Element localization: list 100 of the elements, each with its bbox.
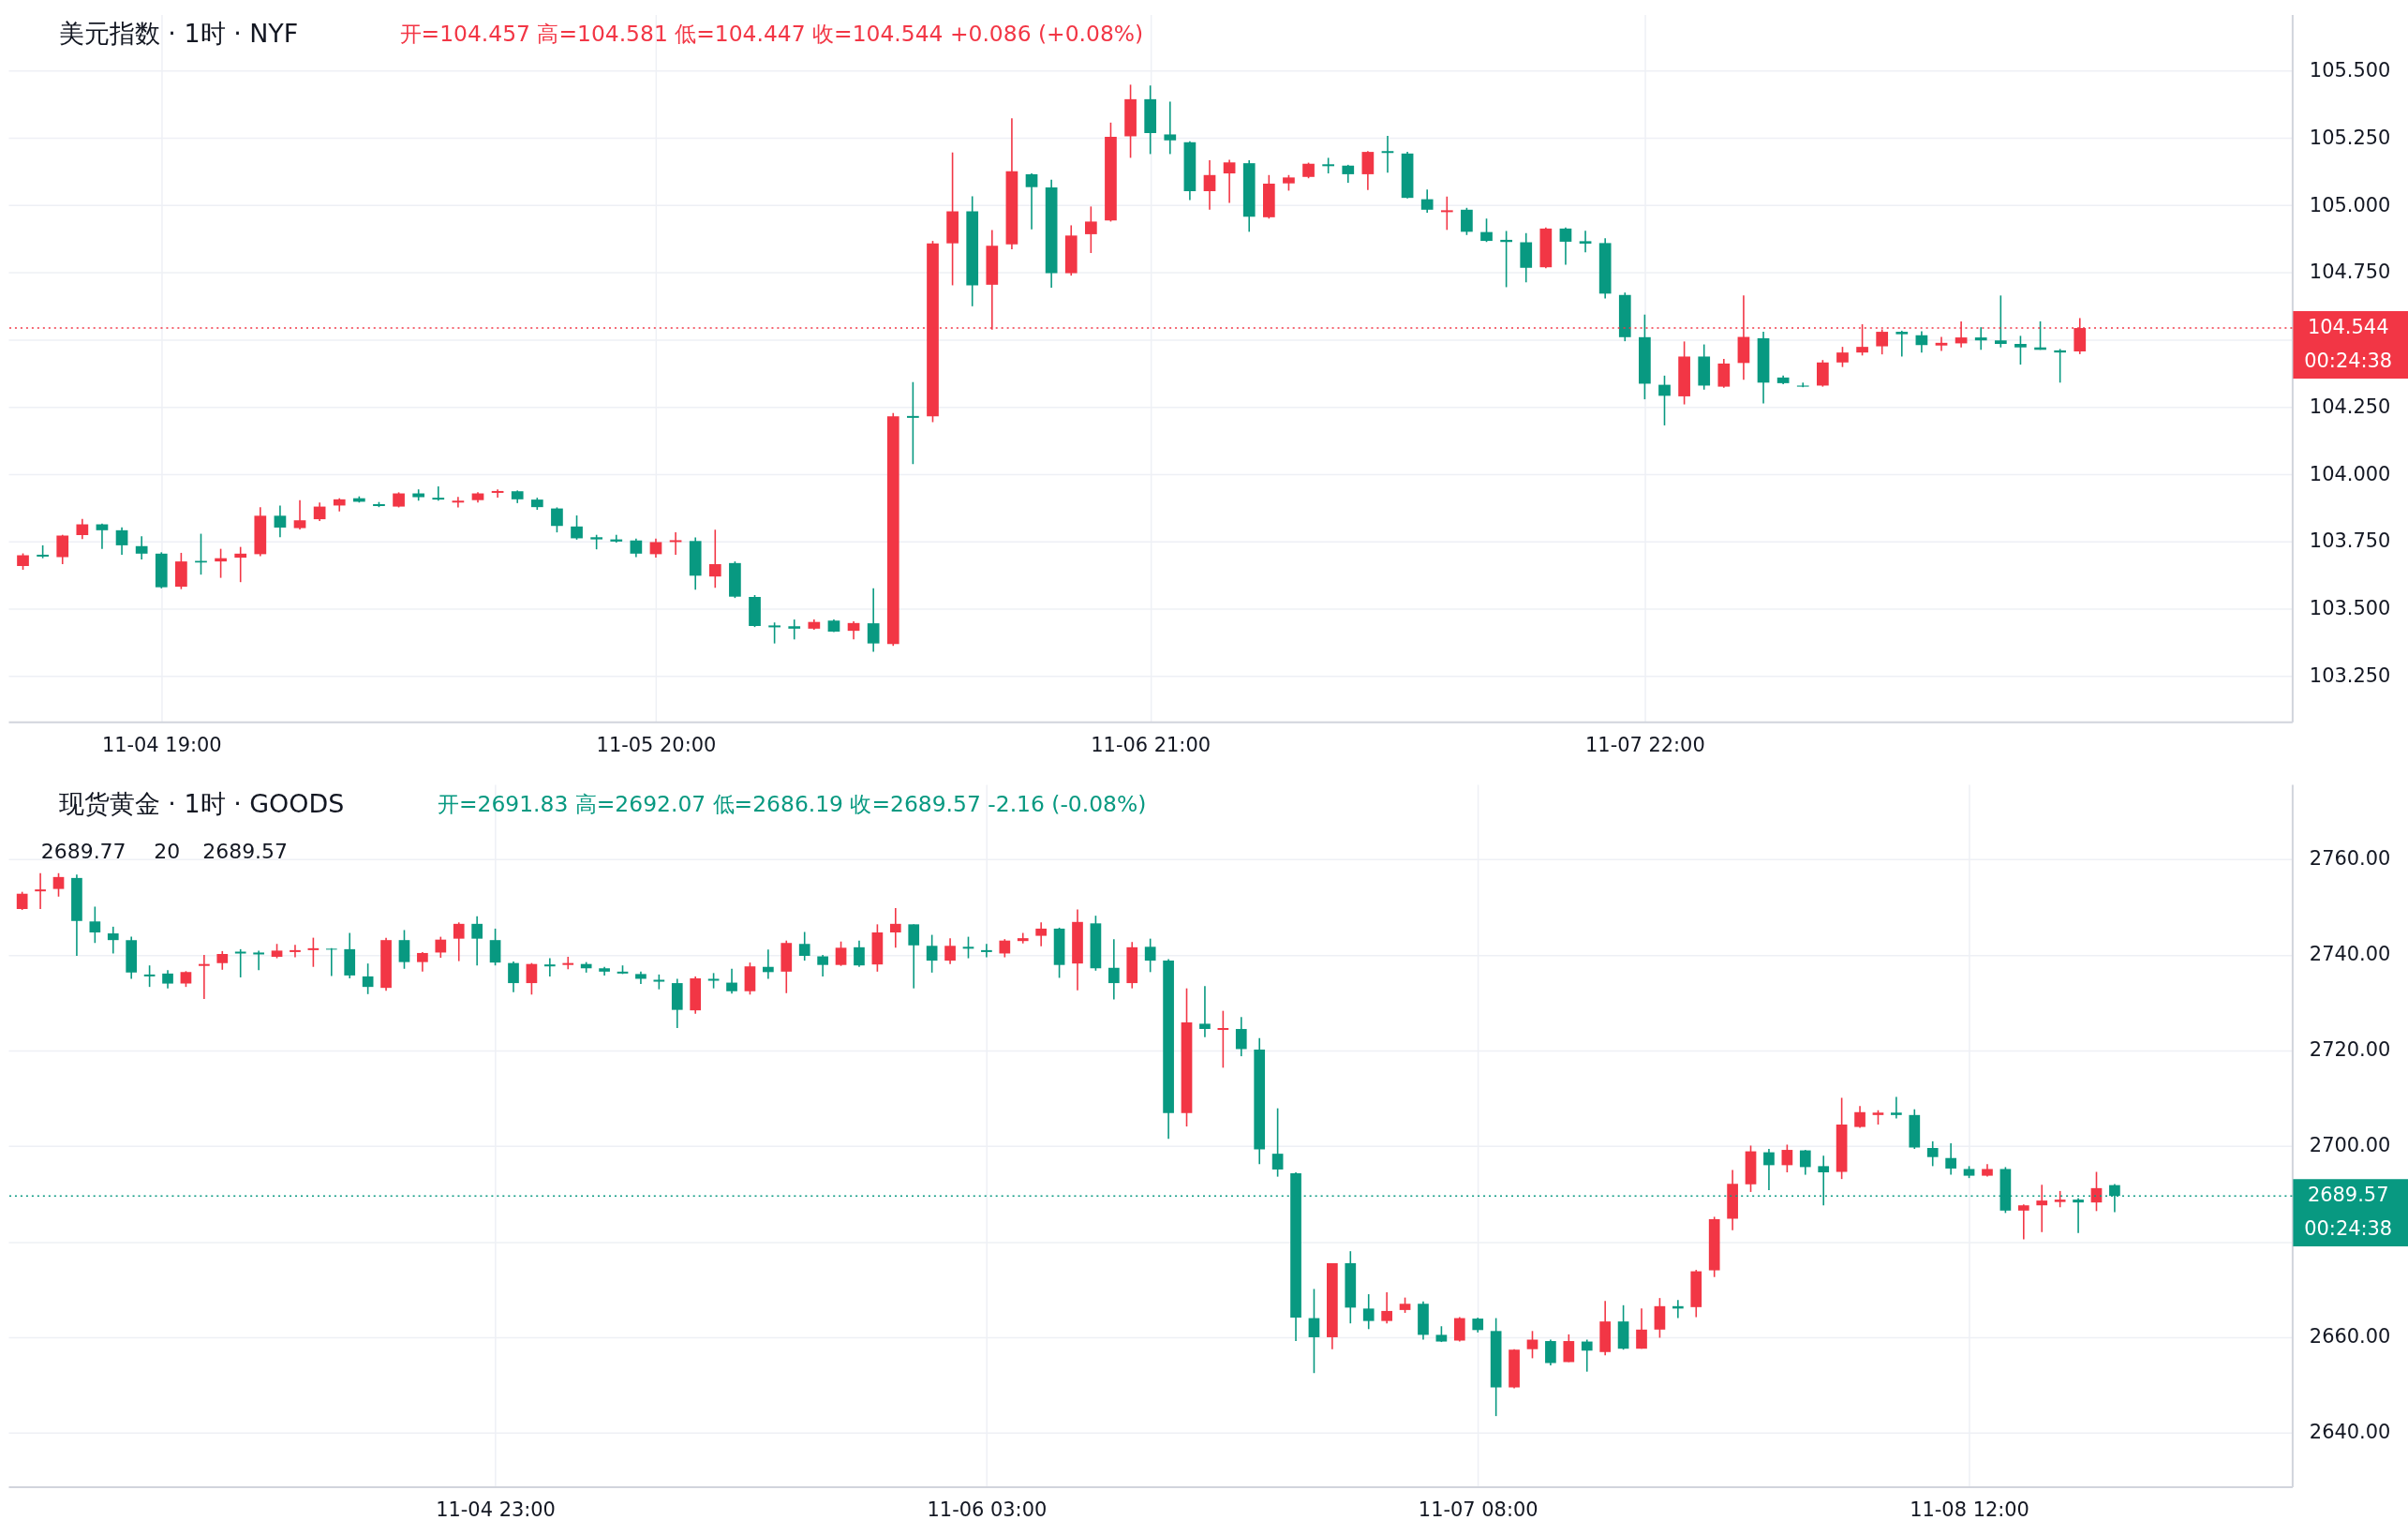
candlestick — [1440, 195, 1453, 231]
x-tick-label: 11-05 20:00 — [596, 733, 717, 756]
candlestick — [307, 936, 320, 968]
candlestick — [56, 533, 69, 565]
x-tick-label: 11-06 03:00 — [927, 1498, 1048, 1521]
y-tick-label: 103.750 — [2309, 529, 2391, 553]
candlestick — [944, 937, 956, 965]
candlestick — [1895, 330, 1909, 358]
candlestick — [2017, 1203, 2029, 1241]
candlestick — [162, 969, 173, 990]
candlestick — [253, 949, 264, 972]
candlestick — [417, 951, 428, 973]
candlestick — [543, 957, 556, 977]
candlestick — [1926, 1140, 1939, 1168]
candlestick — [1362, 1293, 1375, 1331]
y-tick-label: 104.000 — [2309, 462, 2391, 485]
candlestick — [981, 943, 992, 959]
annotation: 20 — [154, 839, 181, 863]
candlestick — [768, 621, 780, 645]
candlestick — [1342, 164, 1355, 184]
chart-subtitle: 开=104.457 高=104.581 低=104.447 收=104.544 +0.086 (+0.08%) — [399, 21, 1144, 48]
y-tick-label: 2700.00 — [2309, 1134, 2391, 1157]
chart-title: 现货黄金 · 1时 · GOODS — [58, 788, 345, 818]
candlestick — [526, 961, 538, 996]
candlestick — [313, 501, 326, 522]
y-tick-label: 2740.00 — [2309, 943, 2391, 966]
candlestick — [1085, 205, 1097, 254]
y-tick-label: 103.250 — [2309, 663, 2391, 687]
candlestick — [1381, 1291, 1392, 1324]
candlestick — [551, 506, 563, 533]
candlestick — [107, 926, 119, 955]
candlestick — [1164, 100, 1177, 156]
x-tick-label: 11-04 19:00 — [101, 733, 222, 756]
candlestick — [999, 938, 1011, 959]
candlestick — [907, 380, 919, 466]
candlestick — [2054, 348, 2067, 384]
text: 00:24:38 — [2304, 1217, 2393, 1241]
candlestick — [471, 915, 483, 966]
candlestick — [1500, 230, 1512, 289]
candlestick — [1581, 1338, 1593, 1373]
chart-title: 美元指数 · 1时 · NYF — [58, 19, 299, 49]
y-tick-label: 104.750 — [2309, 261, 2391, 284]
candlestick — [571, 514, 583, 541]
candlestick — [325, 947, 337, 977]
candlestick — [1223, 158, 1236, 204]
candlestick — [1025, 172, 1038, 231]
candlestick — [1361, 150, 1375, 191]
y-tick-label: 104.250 — [2309, 395, 2391, 418]
candlestick — [1271, 1107, 1284, 1178]
candlestick — [1199, 985, 1211, 1038]
candlestick — [216, 950, 229, 971]
candlestick — [798, 931, 810, 961]
candlestick — [1526, 1330, 1538, 1360]
candlestick — [1035, 921, 1048, 947]
candlestick — [1107, 938, 1120, 1001]
candlestick — [1891, 1095, 1902, 1120]
candlestick — [763, 948, 774, 980]
candlestick — [817, 954, 828, 977]
candlestick — [1658, 375, 1671, 426]
candlestick — [708, 529, 721, 589]
candlestick — [1453, 1316, 1465, 1343]
y-tick-label: 2760.00 — [2309, 847, 2391, 871]
candlestick — [452, 496, 465, 509]
candlestick — [1563, 1334, 1575, 1364]
candlestick — [89, 905, 101, 945]
text: 00:24:38 — [2304, 349, 2393, 372]
candlestick — [649, 537, 662, 559]
candlestick — [962, 935, 974, 960]
candlestick — [1203, 159, 1216, 211]
candlestick — [432, 485, 445, 502]
candlestick — [199, 954, 210, 1000]
candlestick — [2073, 1197, 2084, 1234]
candlestick — [854, 939, 865, 968]
candlestick — [96, 522, 109, 550]
candlestick — [398, 929, 410, 970]
annotation: 2689.77 — [40, 839, 126, 863]
candlestick — [867, 588, 880, 653]
candlestick — [1420, 188, 1434, 214]
candlestick — [847, 620, 860, 641]
candlestick — [610, 533, 623, 544]
candlestick — [562, 956, 574, 971]
candlestick — [2036, 1184, 2048, 1233]
candlestick — [1836, 346, 1849, 368]
candlestick — [362, 962, 374, 995]
candlestick — [669, 531, 682, 556]
candlestick — [293, 499, 306, 530]
ref-line-label: 104.544 — [2307, 316, 2389, 339]
candlestick — [889, 907, 901, 949]
candlestick — [788, 618, 801, 641]
candlestick — [35, 872, 46, 910]
x-tick-label: 11-04 23:00 — [436, 1498, 556, 1521]
candlestick — [835, 940, 847, 967]
candlestick — [1994, 294, 2007, 349]
candlestick — [143, 964, 156, 988]
candlestick — [491, 488, 504, 499]
y-tick-label: 2640.00 — [2309, 1421, 2391, 1444]
candlestick — [1945, 1142, 1956, 1176]
candlestick — [908, 923, 920, 990]
candlestick — [1235, 1016, 1247, 1057]
y-tick-label: 105.250 — [2309, 126, 2391, 149]
